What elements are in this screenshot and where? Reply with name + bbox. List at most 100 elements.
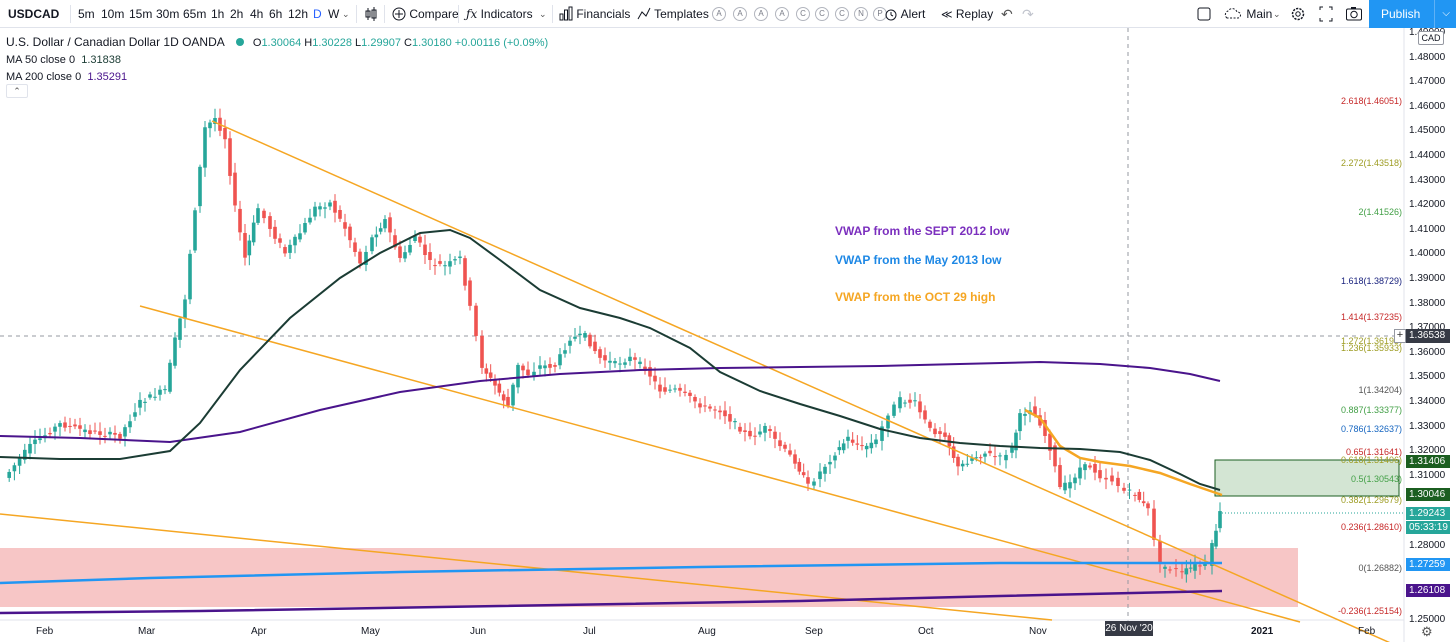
fib-level-label: 0.5(1.30543) — [1350, 474, 1402, 484]
candle-body — [288, 244, 292, 253]
timeframe-15m[interactable]: 15m — [129, 7, 153, 21]
alert-letter-c[interactable]: C — [835, 7, 849, 21]
candle-body — [663, 387, 667, 392]
time-label-2021: 2021 — [1251, 626, 1274, 637]
candle-body — [497, 383, 502, 393]
candle-body — [1146, 503, 1150, 509]
alert-letter-c[interactable]: C — [815, 7, 829, 21]
timeframe-2h[interactable]: 2h — [230, 7, 244, 21]
redo-icon[interactable]: ↷ — [1022, 6, 1034, 22]
legend-ma200[interactable]: MA 200 close 0 1.35291 — [6, 69, 548, 86]
symbol-search[interactable]: USDCAD — [8, 7, 60, 21]
candle-body — [1018, 413, 1022, 432]
candle-body — [812, 481, 816, 486]
fullscreen-icon[interactable] — [1318, 0, 1334, 28]
legend-collapse-button[interactable]: ⌃ — [6, 84, 28, 98]
candle-body — [78, 425, 82, 429]
alert-letter-c[interactable]: C — [796, 7, 810, 21]
candle-body — [698, 403, 702, 408]
alert-letter-n[interactable]: N — [854, 7, 868, 21]
templates-label: Templates — [654, 7, 709, 21]
chart-area[interactable]: U.S. Dollar / Canadian Dollar 1D OANDA O… — [0, 27, 1456, 642]
visibility-dot-icon[interactable] — [235, 38, 244, 46]
price-chart[interactable] — [0, 28, 1456, 642]
compare-button[interactable]: Compare — [392, 0, 459, 28]
candle-body — [593, 341, 597, 352]
square-icon[interactable] — [1197, 0, 1211, 28]
candle-body — [323, 207, 327, 209]
alert-letter-a[interactable]: A — [754, 7, 768, 21]
candle-body — [178, 318, 182, 340]
candle-body — [1180, 571, 1184, 573]
candle-body — [1098, 470, 1102, 479]
candle-body — [17, 458, 22, 466]
replay-icon: ≪ — [941, 9, 953, 21]
candle-body — [313, 206, 317, 217]
candle-body — [1004, 454, 1008, 461]
alert-letter-a[interactable]: A — [775, 7, 789, 21]
camera-icon[interactable] — [1345, 0, 1363, 28]
candle-body — [511, 384, 515, 406]
candle-body — [693, 396, 697, 402]
divider — [552, 5, 553, 23]
ma50-line — [0, 228, 1221, 491]
timeframe-10m[interactable]: 10m — [101, 7, 125, 21]
time-label-oct: Oct — [918, 626, 934, 637]
indicators-dropdown-icon[interactable]: ⌄ — [539, 9, 547, 19]
ma200-line — [0, 360, 1221, 444]
publish-button[interactable]: Publish ⌵ — [1369, 0, 1456, 28]
timeframe-d[interactable]: D — [313, 7, 322, 21]
alert-letter-a[interactable]: A — [712, 7, 726, 21]
candle-body — [133, 412, 137, 417]
high-label: H — [304, 37, 313, 49]
annotation-vwap-oct29: VWAP from the OCT 29 high — [835, 290, 996, 304]
add-alert-plus-icon[interactable]: + — [1394, 329, 1406, 343]
alert-letter-a[interactable]: A — [733, 7, 747, 21]
candle-body — [198, 166, 202, 207]
timeframe-6h[interactable]: 6h — [269, 7, 283, 21]
timeframe-1h[interactable]: 1h — [211, 7, 225, 21]
indicators-label: Indicators — [480, 7, 533, 21]
undo-icon[interactable]: ↶ — [1001, 6, 1013, 22]
candle-body — [526, 369, 530, 376]
scale-settings-gear-icon[interactable]: ⚙ — [1421, 624, 1433, 639]
settings-icon[interactable] — [1290, 0, 1306, 28]
currency-label[interactable]: CAD — [1418, 31, 1444, 45]
candle-body — [118, 433, 122, 439]
candle-body — [383, 219, 387, 229]
candle-body — [1218, 511, 1222, 529]
layout-button[interactable]: Main — [1223, 0, 1272, 28]
candle-body — [1093, 464, 1097, 473]
indicators-button[interactable]: ƒx Indicators — [466, 0, 533, 28]
legend-ma50[interactable]: MA 50 close 0 1.31838 — [6, 52, 548, 69]
timeframe-30m[interactable]: 30m — [156, 7, 180, 21]
templates-button[interactable]: Templates — [637, 0, 709, 28]
timeframe-dropdown-icon[interactable]: ⌄ — [342, 9, 350, 19]
financials-button[interactable]: Financials — [559, 0, 630, 28]
bar-style-icon[interactable] — [364, 0, 378, 28]
timeframe-12h[interactable]: 12h — [288, 7, 309, 21]
publish-label: Publish — [1381, 7, 1421, 21]
chevron-down-icon[interactable]: ⌵ — [1442, 8, 1450, 19]
candle-body — [1063, 482, 1067, 491]
timeframe-4h[interactable]: 4h — [250, 7, 264, 21]
replay-button[interactable]: ≪ Replay — [941, 0, 993, 28]
alert-button[interactable]: Alert — [884, 0, 925, 28]
candle-body — [273, 226, 277, 239]
candle-body — [583, 333, 587, 338]
candle-body — [12, 465, 17, 472]
price-label: 1.34000 — [1409, 396, 1446, 407]
layout-dropdown-icon[interactable]: ⌄ — [1273, 9, 1281, 19]
candle-body — [703, 405, 707, 407]
last-price-tag: 1.29243 — [1406, 507, 1450, 520]
candle-body — [1193, 564, 1197, 571]
candle-body — [333, 200, 337, 213]
timeframe-w[interactable]: W — [328, 7, 340, 21]
timeframe-65m[interactable]: 65m — [183, 7, 207, 21]
candle-body — [608, 360, 612, 363]
candle-body — [353, 242, 357, 252]
timeframe-5m[interactable]: 5m — [78, 7, 95, 21]
channel-upper-trendline — [211, 120, 1391, 642]
candle-body — [1137, 491, 1142, 500]
candle-body — [358, 251, 362, 264]
